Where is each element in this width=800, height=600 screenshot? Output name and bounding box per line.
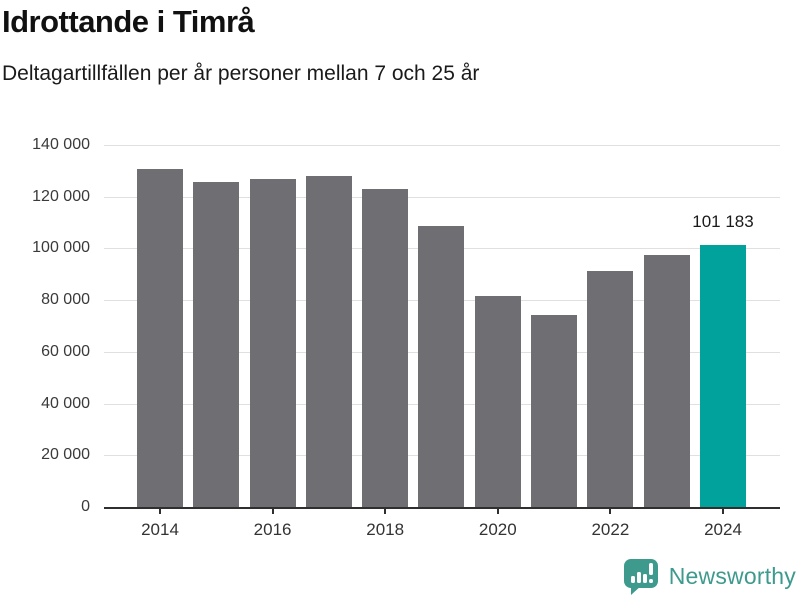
gridline-120000: [104, 196, 780, 198]
logo-exclamation-stroke: [648, 563, 653, 575]
bar-2020: [474, 295, 521, 507]
y-axis-label-140000: 140 000: [32, 136, 90, 153]
bar-2021: [531, 314, 578, 507]
bar-2016: [249, 178, 296, 507]
plot-area: 101 183: [104, 145, 780, 509]
x-axis-tick-2024: [722, 509, 724, 514]
bar-value-label: 101 183: [692, 212, 754, 232]
logo-bubble-tail: [630, 584, 643, 595]
x-axis-label-2024: 2024: [704, 520, 742, 539]
bar-2015: [193, 182, 240, 507]
logo-mini-bar-2: [636, 572, 641, 583]
bar-2023: [643, 254, 690, 507]
chart-title: Idrottande i Timrå: [2, 4, 255, 39]
bar-series: [104, 145, 780, 507]
gridline-140000: [104, 145, 780, 146]
chart-subtitle: Deltagartillfällen per år personer mella…: [2, 62, 480, 85]
bar-2018: [362, 189, 409, 507]
x-axis-label-2022: 2022: [591, 520, 630, 539]
newsworthy-logo-icon: [623, 559, 658, 595]
brand-footer: Newsworthy: [623, 558, 796, 595]
y-axis-label-0: 0: [81, 498, 90, 515]
newsworthy-wordmark: Newsworthy: [668, 563, 796, 589]
x-axis-tick-2014: [159, 509, 161, 514]
y-axis-label-80000: 80 000: [41, 291, 90, 309]
x-axis-tick-2020: [496, 509, 499, 514]
x-axis-tick-2016: [271, 509, 274, 514]
y-axis-label-100000: 100 000: [32, 239, 90, 257]
x-axis-label-2014: 2014: [141, 520, 179, 539]
bar-2019: [418, 225, 465, 507]
x-axis-label-2020: 2020: [478, 520, 517, 539]
bar-2017: [305, 175, 352, 507]
bar-2014: [137, 169, 183, 507]
logo-exclamation-dot: [648, 579, 653, 583]
x-axis-tick-2018: [384, 509, 387, 514]
bar-2022: [587, 271, 634, 507]
y-axis-label-120000: 120 000: [32, 187, 90, 205]
logo-mini-bar-3: [642, 574, 647, 583]
y-axis-label-20000: 20 000: [41, 446, 90, 464]
bar-2024: [699, 245, 746, 507]
x-axis-tick-2022: [609, 509, 612, 514]
y-axis-label-40000: 40 000: [41, 394, 90, 412]
x-axis-label-2016: 2016: [253, 520, 292, 539]
x-axis-label-2018: 2018: [366, 520, 405, 539]
logo-mini-bar-1: [630, 576, 635, 583]
y-axis-label-60000: 60 000: [41, 342, 90, 360]
